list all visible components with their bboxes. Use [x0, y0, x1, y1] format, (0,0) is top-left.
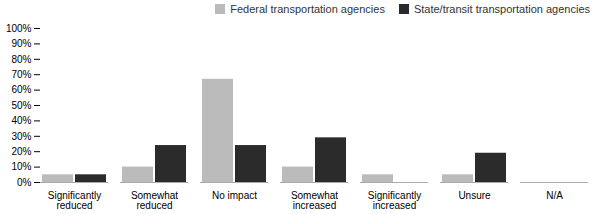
svg-text:0%: 0%: [17, 177, 32, 188]
svg-text:80%: 80%: [11, 54, 31, 65]
svg-text:Somewhatincreased: Somewhatincreased: [291, 190, 338, 211]
svg-text:Somewhatreduced: Somewhatreduced: [131, 190, 178, 211]
svg-text:70%: 70%: [11, 69, 31, 80]
svg-text:Significantlyincreased: Significantlyincreased: [368, 190, 421, 211]
svg-text:90%: 90%: [11, 38, 31, 49]
svg-text:40%: 40%: [11, 115, 31, 126]
svg-text:Significantlyreduced: Significantlyreduced: [48, 190, 101, 211]
svg-text:60%: 60%: [11, 84, 31, 95]
svg-text:30%: 30%: [11, 131, 31, 142]
svg-text:No impact: No impact: [212, 190, 257, 201]
svg-text:N/A: N/A: [546, 190, 563, 201]
svg-text:50%: 50%: [11, 100, 31, 111]
svg-text:100%: 100%: [6, 23, 32, 34]
svg-text:Unsure: Unsure: [458, 190, 491, 201]
svg-text:20%: 20%: [11, 146, 31, 157]
svg-text:10%: 10%: [11, 161, 31, 172]
html-text:Federal transportation agencie: Federal transportation agencies: [230, 3, 385, 15]
html-text:State/transit transportation a: State/transit transportation agencies: [413, 3, 590, 15]
